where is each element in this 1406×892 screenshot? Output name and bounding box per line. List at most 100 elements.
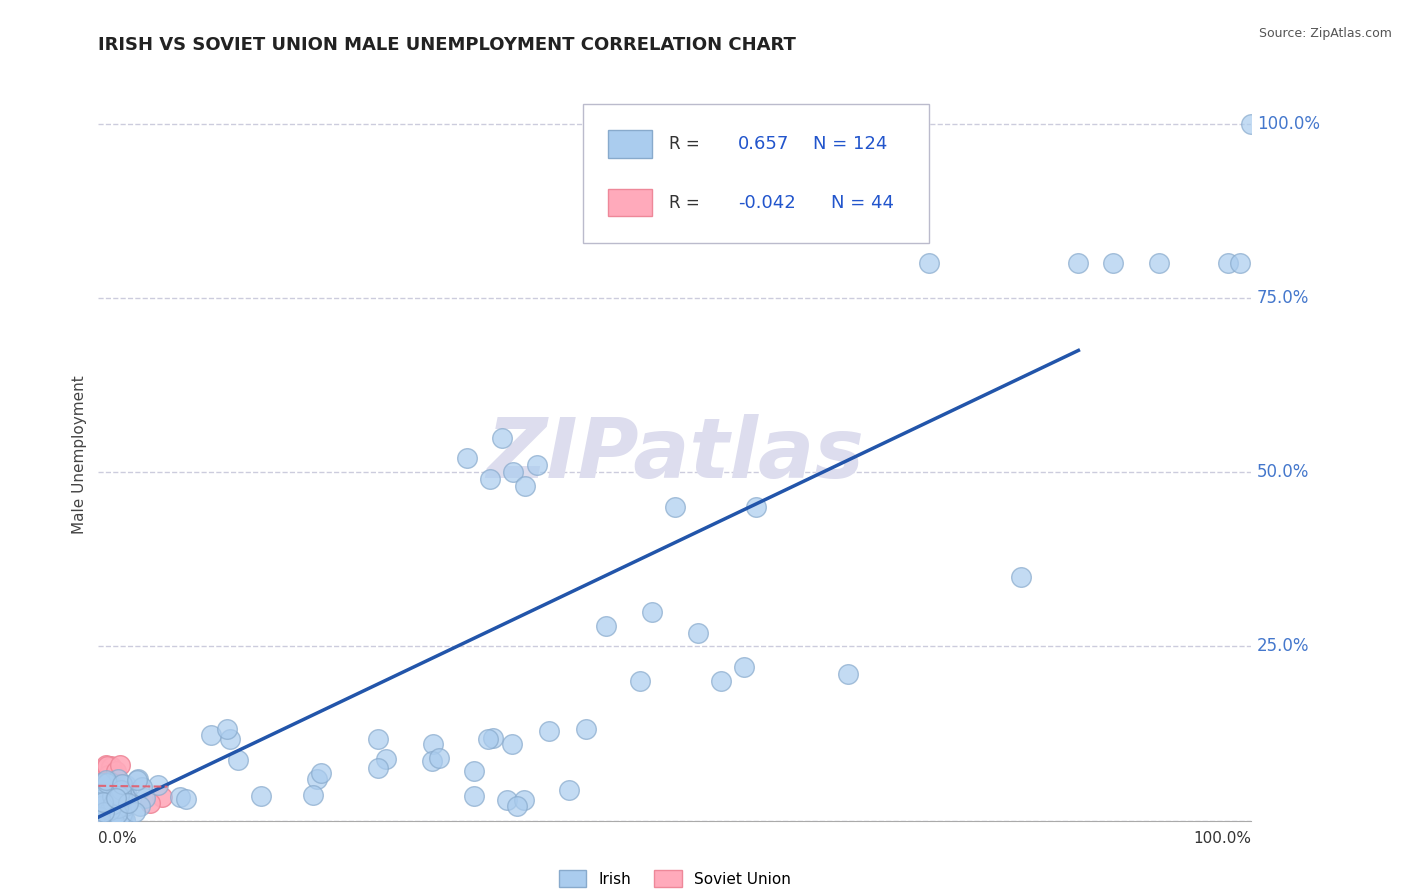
Point xyxy=(367,732,389,747)
Point xyxy=(114,789,136,803)
Point xyxy=(105,764,128,779)
Point xyxy=(427,751,450,765)
Point xyxy=(97,775,120,789)
Point xyxy=(90,776,112,790)
Point xyxy=(89,776,111,790)
Text: ZIPatlas: ZIPatlas xyxy=(486,415,863,495)
Point xyxy=(501,737,523,751)
Point xyxy=(89,787,111,801)
Point xyxy=(104,768,127,782)
Point xyxy=(108,758,131,772)
Point xyxy=(107,781,129,796)
Point xyxy=(134,790,156,805)
Point xyxy=(96,802,118,816)
Point xyxy=(104,792,127,806)
Point xyxy=(103,814,125,828)
Point xyxy=(1240,117,1263,131)
Point xyxy=(219,731,242,746)
Point xyxy=(456,451,478,466)
Point xyxy=(96,776,118,790)
Point xyxy=(150,790,173,805)
Point xyxy=(107,772,129,787)
Point xyxy=(94,793,117,807)
Point xyxy=(94,794,117,808)
Point xyxy=(422,737,444,751)
Point xyxy=(108,784,131,798)
Point xyxy=(105,806,128,821)
Point xyxy=(89,798,111,813)
Point xyxy=(105,797,128,812)
Point xyxy=(176,792,198,806)
Point xyxy=(127,772,149,786)
Point xyxy=(641,605,664,619)
Point xyxy=(420,754,443,768)
Point xyxy=(111,790,134,805)
Point xyxy=(110,783,132,797)
Point xyxy=(477,731,499,746)
Point xyxy=(115,795,138,809)
Point xyxy=(96,785,118,799)
Point xyxy=(111,777,134,791)
Text: N = 124: N = 124 xyxy=(813,135,887,153)
Text: 100.0%: 100.0% xyxy=(1257,115,1320,133)
Point xyxy=(93,788,115,802)
Point xyxy=(101,808,124,822)
Point xyxy=(90,763,112,777)
Point xyxy=(90,795,112,809)
Point xyxy=(93,792,115,806)
Text: IRISH VS SOVIET UNION MALE UNEMPLOYMENT CORRELATION CHART: IRISH VS SOVIET UNION MALE UNEMPLOYMENT … xyxy=(98,36,796,54)
Point xyxy=(90,798,112,813)
Point xyxy=(89,797,111,811)
Point xyxy=(1218,256,1240,270)
Point xyxy=(89,792,111,806)
Point xyxy=(94,775,117,789)
Point xyxy=(1067,256,1090,270)
Point xyxy=(94,758,117,772)
Text: 75.0%: 75.0% xyxy=(1257,289,1309,307)
Point xyxy=(93,790,115,805)
Point xyxy=(139,796,162,810)
Point xyxy=(1102,256,1125,270)
Point xyxy=(558,783,581,797)
Point xyxy=(502,466,524,480)
Legend: Irish, Soviet Union: Irish, Soviet Union xyxy=(553,863,797,892)
Point xyxy=(463,789,485,804)
Point xyxy=(98,803,121,817)
Point xyxy=(91,798,114,813)
Point xyxy=(114,798,136,813)
Point xyxy=(94,777,117,791)
Point xyxy=(93,805,115,819)
Point xyxy=(114,785,136,799)
Point xyxy=(491,430,513,444)
Text: -0.042: -0.042 xyxy=(738,194,796,211)
Point xyxy=(513,793,536,807)
Point xyxy=(710,674,733,689)
Point xyxy=(107,800,129,814)
Point xyxy=(311,766,333,780)
Point xyxy=(117,796,139,810)
Point xyxy=(101,807,124,822)
Point xyxy=(93,789,115,803)
Point xyxy=(98,776,121,790)
Text: 25.0%: 25.0% xyxy=(1257,638,1309,656)
Point xyxy=(112,810,135,824)
Point xyxy=(90,780,112,795)
Point xyxy=(100,772,122,786)
Point xyxy=(91,795,114,809)
Point xyxy=(96,786,118,800)
Point xyxy=(96,789,118,803)
Point xyxy=(94,804,117,818)
Point xyxy=(250,789,273,803)
Point xyxy=(103,797,125,811)
Point xyxy=(124,805,146,819)
Point xyxy=(100,760,122,774)
Point xyxy=(115,779,138,793)
Point xyxy=(101,805,124,819)
Point xyxy=(215,722,238,736)
Point xyxy=(496,793,519,807)
Point xyxy=(506,799,529,814)
Point xyxy=(91,806,114,821)
Point xyxy=(169,790,191,805)
Text: 0.0%: 0.0% xyxy=(98,831,138,846)
Point xyxy=(537,723,560,738)
